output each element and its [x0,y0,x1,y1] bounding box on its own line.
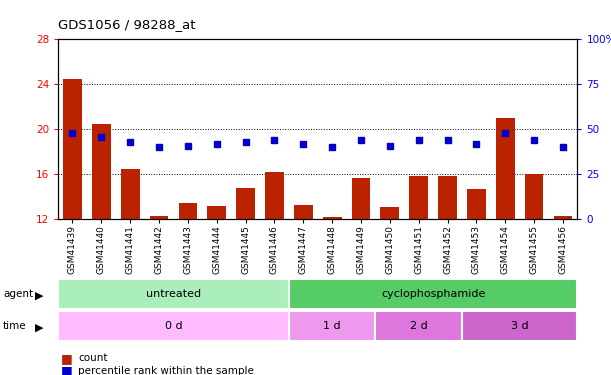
Bar [438,176,457,219]
Text: time: time [3,321,27,331]
Text: cyclophosphamide: cyclophosphamide [381,289,485,299]
Bar [150,216,169,219]
Bar [178,202,197,219]
Bar [207,206,226,219]
Bar [63,79,82,219]
Bar [375,310,462,341]
Text: ■: ■ [61,364,73,375]
Text: 0 d: 0 d [164,321,182,331]
Bar [467,189,486,219]
Bar [58,310,289,341]
Text: 1 d: 1 d [323,321,341,331]
Text: ▶: ▶ [35,322,44,332]
Bar [58,279,289,309]
Bar [525,174,544,219]
Bar [323,217,342,219]
Bar [554,216,573,219]
Bar [462,310,577,341]
Text: untreated: untreated [146,289,201,299]
Text: percentile rank within the sample: percentile rank within the sample [78,366,254,375]
Bar [409,176,428,219]
Bar [351,178,370,219]
Text: ▶: ▶ [35,291,44,300]
Bar [92,124,111,219]
Bar [121,169,139,219]
Text: GDS1056 / 98288_at: GDS1056 / 98288_at [58,18,196,31]
Bar [265,172,284,219]
Bar [289,279,577,309]
Text: ■: ■ [61,352,73,364]
Text: 2 d: 2 d [410,321,428,331]
Bar [294,205,313,219]
Bar [496,118,514,219]
Text: count: count [78,353,108,363]
Bar [381,207,399,219]
Text: agent: agent [3,289,33,299]
Bar [236,188,255,219]
Bar [289,310,375,341]
Text: 3 d: 3 d [511,321,529,331]
